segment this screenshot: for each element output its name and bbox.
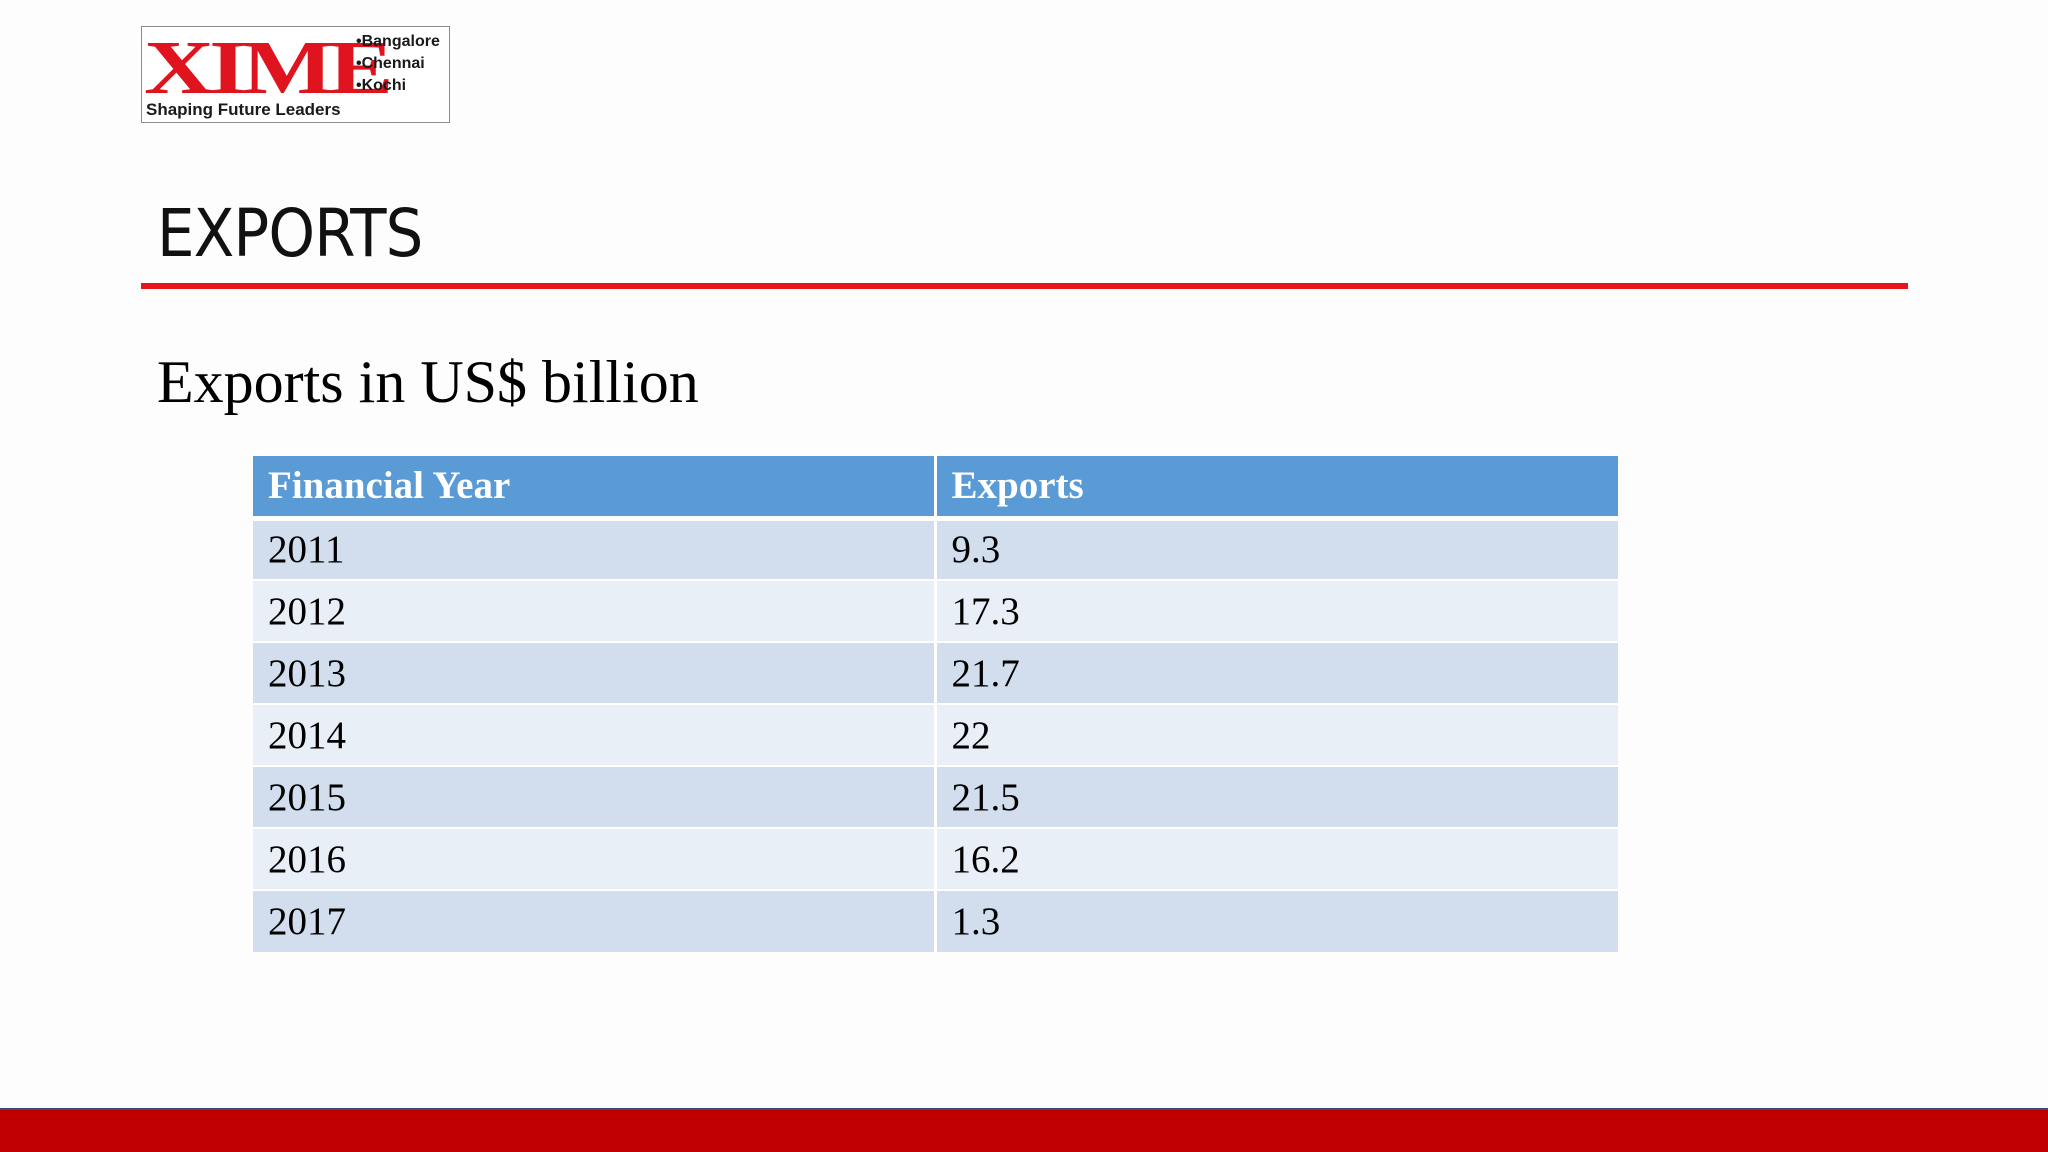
logo-city: •Chennai — [356, 53, 440, 75]
cell-financial-year: 2014 — [253, 704, 935, 766]
table-row: 2011 9.3 — [253, 518, 1618, 580]
xime-logo: XIME •Bangalore •Chennai •Kochi Shaping … — [141, 26, 450, 123]
cell-financial-year: 2017 — [253, 890, 935, 952]
logo-tagline: Shaping Future Leaders — [146, 100, 341, 120]
logo-city-list: •Bangalore •Chennai •Kochi — [356, 31, 440, 97]
cell-exports: 22 — [935, 704, 1618, 766]
logo-city: •Bangalore — [356, 31, 440, 53]
cell-exports: 21.5 — [935, 766, 1618, 828]
table-row: 2013 21.7 — [253, 642, 1618, 704]
table-header-row: Financial Year Exports — [253, 456, 1618, 518]
cell-exports: 9.3 — [935, 518, 1618, 580]
cell-financial-year: 2016 — [253, 828, 935, 890]
cell-financial-year: 2012 — [253, 580, 935, 642]
table-row: 2012 17.3 — [253, 580, 1618, 642]
footer-bar — [0, 1108, 2048, 1152]
table-row: 2016 16.2 — [253, 828, 1618, 890]
cell-financial-year: 2011 — [253, 518, 935, 580]
slide-title: EXPORTS — [157, 188, 422, 280]
cell-exports: 16.2 — [935, 828, 1618, 890]
column-header-exports: Exports — [935, 456, 1618, 518]
slide-subtitle: Exports in US$ billion — [157, 346, 699, 418]
logo-city: •Kochi — [356, 75, 440, 97]
cell-exports: 17.3 — [935, 580, 1618, 642]
table-row: 2015 21.5 — [253, 766, 1618, 828]
cell-exports: 1.3 — [935, 890, 1618, 952]
logo-wordmark: XIME — [144, 30, 388, 106]
column-header-financial-year: Financial Year — [253, 456, 935, 518]
exports-table: Financial Year Exports 2011 9.3 2012 17.… — [253, 456, 1618, 952]
cell-financial-year: 2013 — [253, 642, 935, 704]
cell-exports: 21.7 — [935, 642, 1618, 704]
table-row: 2014 22 — [253, 704, 1618, 766]
cell-financial-year: 2015 — [253, 766, 935, 828]
title-divider — [141, 283, 1908, 289]
table-row: 2017 1.3 — [253, 890, 1618, 952]
